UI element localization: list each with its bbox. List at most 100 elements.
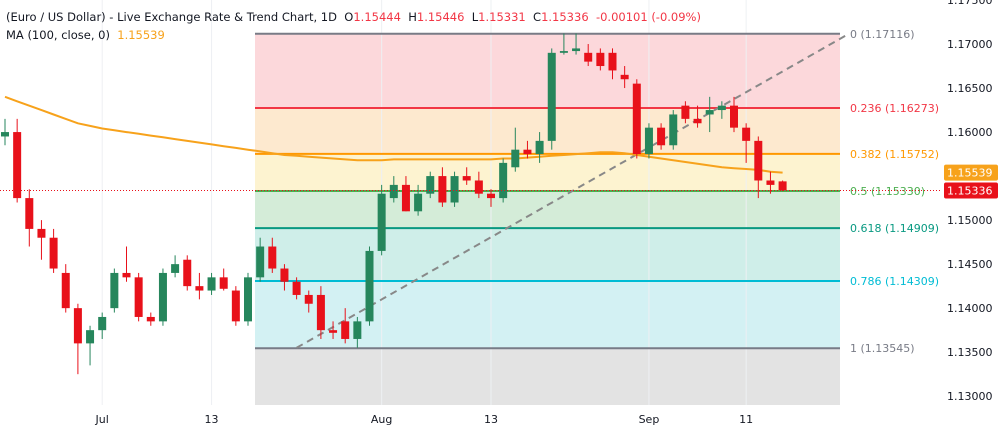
candle bbox=[37, 220, 46, 260]
candle-body bbox=[535, 140, 544, 155]
candle bbox=[25, 189, 34, 247]
candle bbox=[644, 123, 653, 159]
candle bbox=[487, 189, 495, 207]
fib-level-label: 1 (1.13545) bbox=[850, 342, 915, 355]
candle-body bbox=[256, 246, 265, 278]
candle-body bbox=[438, 176, 447, 203]
candle-body bbox=[389, 184, 398, 199]
candle bbox=[183, 255, 192, 291]
high-label: H bbox=[408, 10, 417, 24]
price-tags: 1.15539 1.15336 bbox=[944, 164, 998, 199]
candle-body bbox=[13, 132, 22, 199]
low-label: L bbox=[471, 10, 479, 24]
candle-body bbox=[316, 294, 325, 331]
candle-body bbox=[231, 290, 240, 322]
time-tick-label: 11 bbox=[739, 413, 753, 426]
candle bbox=[778, 180, 787, 192]
candle bbox=[207, 272, 216, 295]
fib-level-label: 0.236 (1.16273) bbox=[850, 102, 939, 115]
candle bbox=[438, 167, 447, 207]
candle bbox=[754, 136, 763, 199]
candle bbox=[730, 96, 738, 133]
fibonacci-levels[interactable]: 0 (1.17116) 0.236 (1.16273) 0.382 (1.15752… bbox=[255, 28, 939, 355]
candle-body bbox=[292, 281, 301, 295]
time-axis-bg bbox=[0, 405, 942, 448]
candle-body bbox=[462, 176, 471, 181]
candle bbox=[146, 312, 155, 326]
candle bbox=[171, 255, 180, 278]
candle-body bbox=[778, 181, 787, 191]
candle bbox=[620, 66, 629, 89]
candle bbox=[268, 237, 277, 273]
candle-body bbox=[426, 176, 435, 194]
candle bbox=[122, 246, 131, 282]
ma-label: MA (100, close, 0) bbox=[6, 28, 110, 42]
candle-body bbox=[766, 180, 775, 185]
candle-body bbox=[487, 193, 495, 199]
candle bbox=[681, 101, 690, 124]
candlestick-series bbox=[1, 33, 787, 375]
candle bbox=[669, 110, 678, 150]
candle bbox=[158, 268, 167, 326]
candle-body bbox=[73, 308, 82, 344]
candle bbox=[572, 33, 581, 55]
candle bbox=[316, 286, 325, 339]
candle bbox=[1, 118, 9, 146]
candle bbox=[608, 48, 617, 80]
candle bbox=[377, 184, 386, 256]
candle-body bbox=[644, 127, 653, 155]
candle-body bbox=[365, 250, 374, 322]
candle bbox=[535, 132, 544, 163]
price-tick-label: 1.17000 bbox=[947, 38, 993, 51]
candle bbox=[86, 325, 95, 366]
candle-body bbox=[195, 286, 204, 291]
candle bbox=[462, 167, 471, 185]
candle-body bbox=[499, 162, 508, 199]
close-value: 1.15336 bbox=[541, 10, 589, 24]
fib-level-label: 0.786 (1.14309) bbox=[850, 275, 939, 288]
candle bbox=[632, 79, 641, 159]
high-value: 1.15446 bbox=[416, 10, 465, 24]
candle bbox=[231, 286, 240, 326]
ma-price-tag-box bbox=[944, 164, 998, 181]
candle-body bbox=[49, 237, 58, 269]
candle-body bbox=[681, 105, 690, 119]
candle-body bbox=[572, 48, 581, 52]
candle-body bbox=[219, 277, 228, 289]
ma-value: 1.15539 bbox=[117, 28, 165, 42]
candle bbox=[499, 158, 508, 203]
candle-body bbox=[280, 268, 289, 282]
candle bbox=[511, 127, 520, 172]
candle bbox=[584, 44, 593, 67]
fib-level-label: 0.5 (1.15330) bbox=[850, 185, 925, 198]
fib-zone bbox=[255, 33, 840, 109]
candle bbox=[742, 123, 751, 163]
candle-body bbox=[98, 316, 107, 331]
candle-body bbox=[450, 176, 459, 203]
candle bbox=[657, 123, 666, 150]
candle-body bbox=[377, 193, 386, 251]
price-axis[interactable]: 1.175001.170001.165001.160001.155001.150… bbox=[942, 0, 1000, 448]
ma-price-tag-text: 1.15539 bbox=[947, 167, 993, 180]
candle-body bbox=[122, 272, 131, 278]
candle-body bbox=[669, 114, 678, 146]
candle bbox=[110, 268, 119, 313]
candle-body bbox=[511, 149, 520, 168]
price-tick-label: 1.13000 bbox=[947, 390, 993, 403]
candle-body bbox=[341, 321, 350, 339]
price-tick-label: 1.13500 bbox=[947, 346, 993, 359]
time-axis[interactable]: Jul 13 Aug 13 Sep 11 bbox=[0, 405, 942, 448]
candle bbox=[341, 308, 350, 344]
ma-price-tag: 1.15539 bbox=[944, 164, 998, 181]
candle-body bbox=[134, 277, 143, 317]
fib-level-label: 0.618 (1.14909) bbox=[850, 222, 939, 235]
candle bbox=[292, 277, 301, 300]
price-tick-label: 1.14000 bbox=[947, 302, 993, 315]
chart-legend: (Euro / US Dollar) - Live Exchange Rate … bbox=[6, 8, 701, 44]
candle bbox=[134, 272, 143, 322]
candle-body bbox=[268, 246, 277, 269]
time-tick-label: 13 bbox=[205, 413, 219, 426]
candle bbox=[705, 96, 714, 133]
candle-body bbox=[1, 132, 9, 137]
